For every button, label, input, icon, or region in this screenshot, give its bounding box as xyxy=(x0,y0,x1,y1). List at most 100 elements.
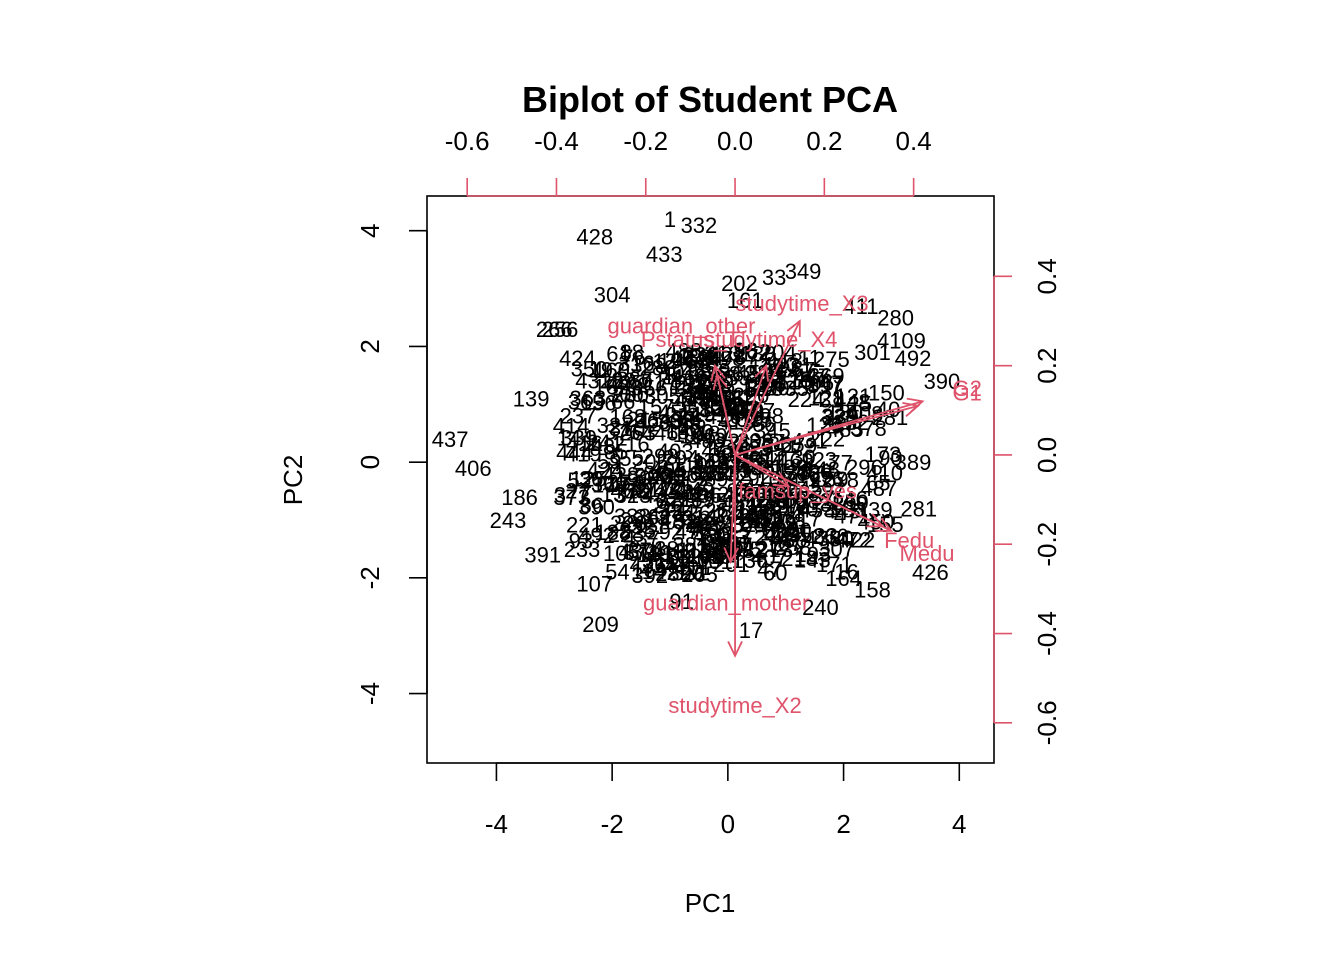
observation-point: 220 xyxy=(667,560,704,585)
observation-point: 262 xyxy=(734,340,771,365)
observation-point: 127 xyxy=(744,536,781,561)
observation-point: 68 xyxy=(688,360,712,385)
observation-point: 126 xyxy=(674,500,711,525)
observation-point: 318 xyxy=(747,376,784,401)
observation-point: 19 xyxy=(673,422,697,447)
loading-label: Medu xyxy=(900,541,955,566)
top-tick-label: -0.6 xyxy=(445,126,490,156)
observation-point: 81 xyxy=(786,521,810,546)
observation-point: 446 xyxy=(642,421,679,446)
observation-label: 437 xyxy=(432,427,469,452)
observation-label: 426 xyxy=(912,560,949,585)
observation-point: 476 xyxy=(675,519,712,544)
observation-point: 110 xyxy=(673,452,708,477)
observation-point: 270 xyxy=(675,370,712,395)
observation-point: 355 xyxy=(607,446,644,471)
observation-point: 437 xyxy=(623,526,660,551)
right-tick-label: -0.2 xyxy=(1032,522,1062,567)
loading-label: G2 xyxy=(953,376,982,401)
observation-point: 123 xyxy=(800,447,837,472)
observation-point: 160 xyxy=(593,358,630,383)
observation-point: 477 xyxy=(738,435,775,460)
observation-point: 461 xyxy=(744,504,781,529)
x-tick-label: 4 xyxy=(952,809,966,839)
observation-point: 98 xyxy=(677,414,701,439)
observation-point: 83 xyxy=(813,524,837,549)
observation-point: 72 xyxy=(700,544,724,569)
observation-point: 362 xyxy=(635,505,672,530)
observation-point: 114 xyxy=(631,559,666,584)
observation-point: 204 xyxy=(760,340,797,365)
observation-label: 202 xyxy=(721,271,758,296)
observation-point: 334 xyxy=(659,499,696,524)
observation-point: 152 xyxy=(670,374,707,399)
observation-label: 428 xyxy=(576,225,613,250)
observation-point: 234 xyxy=(640,554,677,579)
observation-point: 208 xyxy=(774,480,811,505)
observation-point: 340 xyxy=(672,547,709,572)
observation-point: 484 xyxy=(734,503,771,528)
observation-point: 29 xyxy=(735,466,759,491)
observation-point: 86 xyxy=(580,493,604,518)
observation-point: 414 xyxy=(553,414,590,439)
observation-point: 147 xyxy=(807,371,844,396)
observation-point: 323 xyxy=(615,483,652,508)
observation-point: 179 xyxy=(730,484,767,509)
x-tick-label: -2 xyxy=(601,809,624,839)
loading-arrowhead xyxy=(712,372,728,391)
observation-label: 433 xyxy=(646,242,683,267)
observation-point: 194 xyxy=(658,348,695,373)
observation-point: 250 xyxy=(775,518,812,543)
observation-point: 443 xyxy=(824,499,861,524)
loading-arrow xyxy=(734,365,768,456)
observation-point: 296 xyxy=(846,455,883,480)
observation-point: 474 xyxy=(737,480,774,505)
observation-point: 184 xyxy=(757,478,794,503)
observation-point: 111 xyxy=(663,365,696,390)
observation-point: 205 xyxy=(632,450,669,475)
observation-point: 336 xyxy=(662,463,699,488)
observation-label: 492 xyxy=(895,346,932,371)
observation-label: 161 xyxy=(727,288,764,313)
loading-label: Pstatus_T xyxy=(641,327,740,352)
observation-point: 96 xyxy=(734,338,758,363)
observation-point: 22 xyxy=(659,496,683,521)
observation-point: 455 xyxy=(658,400,695,425)
observation-point: 189 xyxy=(599,368,636,393)
right-tick-label: -0.6 xyxy=(1032,700,1062,745)
observation-point: 300 xyxy=(607,382,644,407)
loading-arrowhead xyxy=(875,517,894,532)
observation-label: 281 xyxy=(900,496,937,521)
observation-point: 97 xyxy=(634,474,658,499)
observation-point: 85 xyxy=(604,440,628,465)
observation-point: 422 xyxy=(839,528,876,553)
observation-point: 413 xyxy=(718,410,755,435)
observation-point: 93 xyxy=(569,528,593,553)
observation-point: 376 xyxy=(604,419,641,444)
observation-point: 177 xyxy=(592,473,629,498)
chart-title: Biplot of Student PCA xyxy=(522,79,898,120)
observation-point: 102 xyxy=(760,521,797,546)
observation-point: 156 xyxy=(580,391,617,416)
observation-point: 207 xyxy=(755,488,792,513)
observation-point: 130 xyxy=(718,444,755,469)
observation-label: 164 xyxy=(825,566,862,591)
observation-point: 454 xyxy=(721,491,758,516)
loading-arrowhead xyxy=(727,641,743,658)
y-axis-label: PC2 xyxy=(278,455,308,506)
observation-point: 88 xyxy=(620,340,644,365)
observation-point: 77 xyxy=(828,451,852,476)
observation-point: 66 xyxy=(611,389,635,414)
observation-point: 370 xyxy=(657,506,694,531)
observation-point: 395 xyxy=(697,396,734,421)
loading-label: guardian_mother xyxy=(643,590,809,615)
observation-point: 283 xyxy=(701,462,738,487)
observation-point: 54 xyxy=(605,559,629,584)
observation-point: 249 xyxy=(686,382,723,407)
loading-label: guardian_other xyxy=(607,313,755,338)
observation-point: 48 xyxy=(591,435,615,460)
y-tick-label: -4 xyxy=(355,682,385,705)
observation-point: 321 xyxy=(631,514,668,539)
observation-point: 95 xyxy=(727,478,751,503)
observation-label: 186 xyxy=(501,485,538,510)
